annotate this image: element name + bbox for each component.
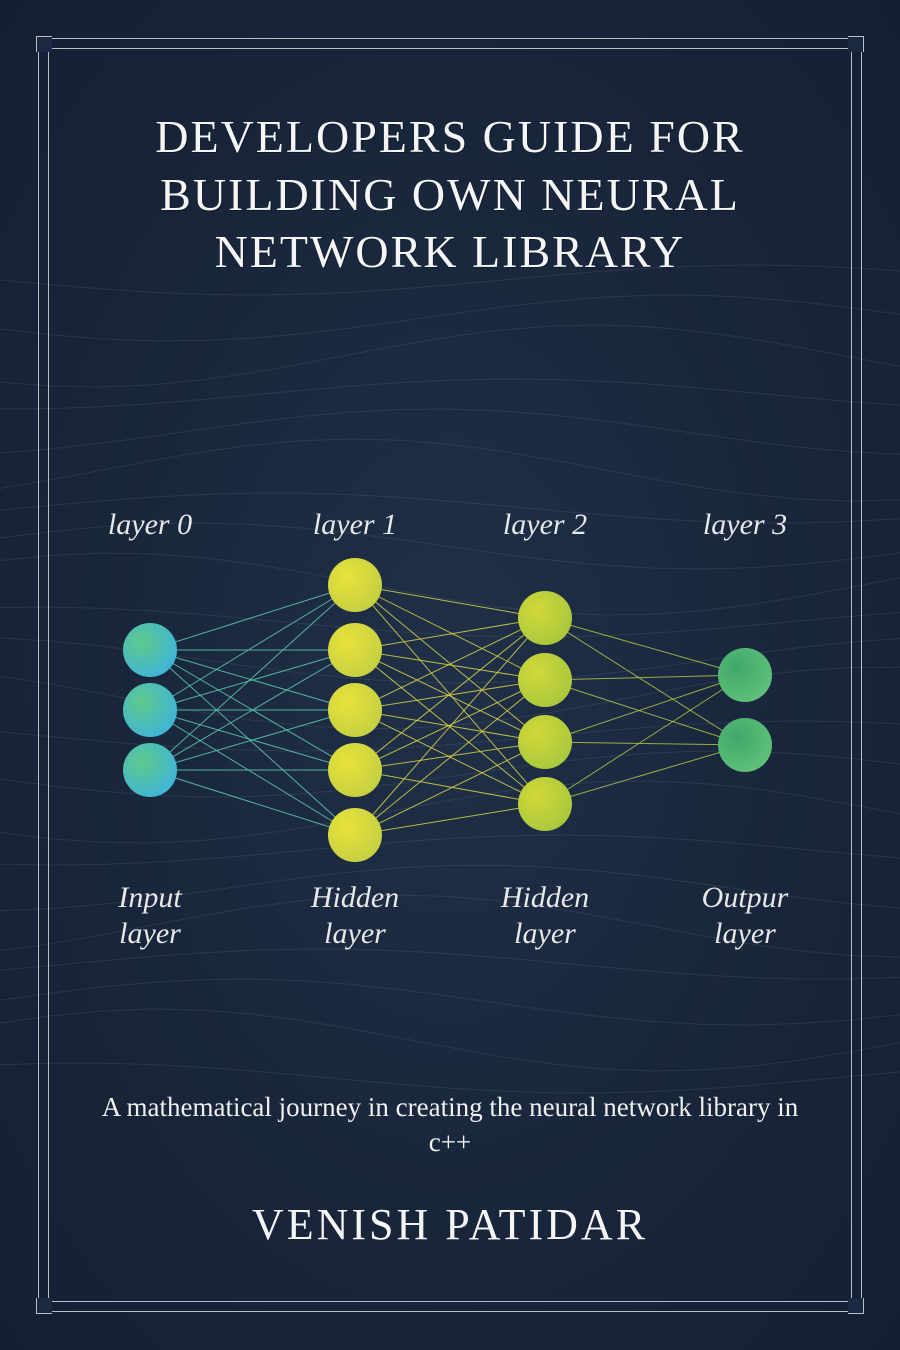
layer-label-bottom-0: Inputlayer <box>75 880 225 952</box>
corner-bl <box>36 1298 52 1314</box>
layer-label-bottom-3: Outpurlayer <box>670 880 820 952</box>
corner-tl <box>36 36 52 52</box>
corner-br <box>848 1298 864 1314</box>
layer-label-bottom-1: Hiddenlayer <box>280 880 430 952</box>
layer-label-bottom-2: Hiddenlayer <box>470 880 620 952</box>
layer-label-top-1: layer 1 <box>280 508 430 542</box>
neural-network-diagram: layer 0 Inputlayer layer 1 Hiddenlayer layer… <box>75 500 825 980</box>
corner-tr <box>848 36 864 52</box>
book-title: DEVELOPERS GUIDE FOR BUILDING OWN NEURAL… <box>60 108 840 281</box>
book-subtitle: A mathematical journey in creating the n… <box>100 1090 800 1160</box>
layer-label-top-2: layer 2 <box>470 508 620 542</box>
layer-label-top-0: layer 0 <box>75 508 225 542</box>
author-name: VENISH PATIDAR <box>60 1199 840 1250</box>
layer-label-top-3: layer 3 <box>670 508 820 542</box>
